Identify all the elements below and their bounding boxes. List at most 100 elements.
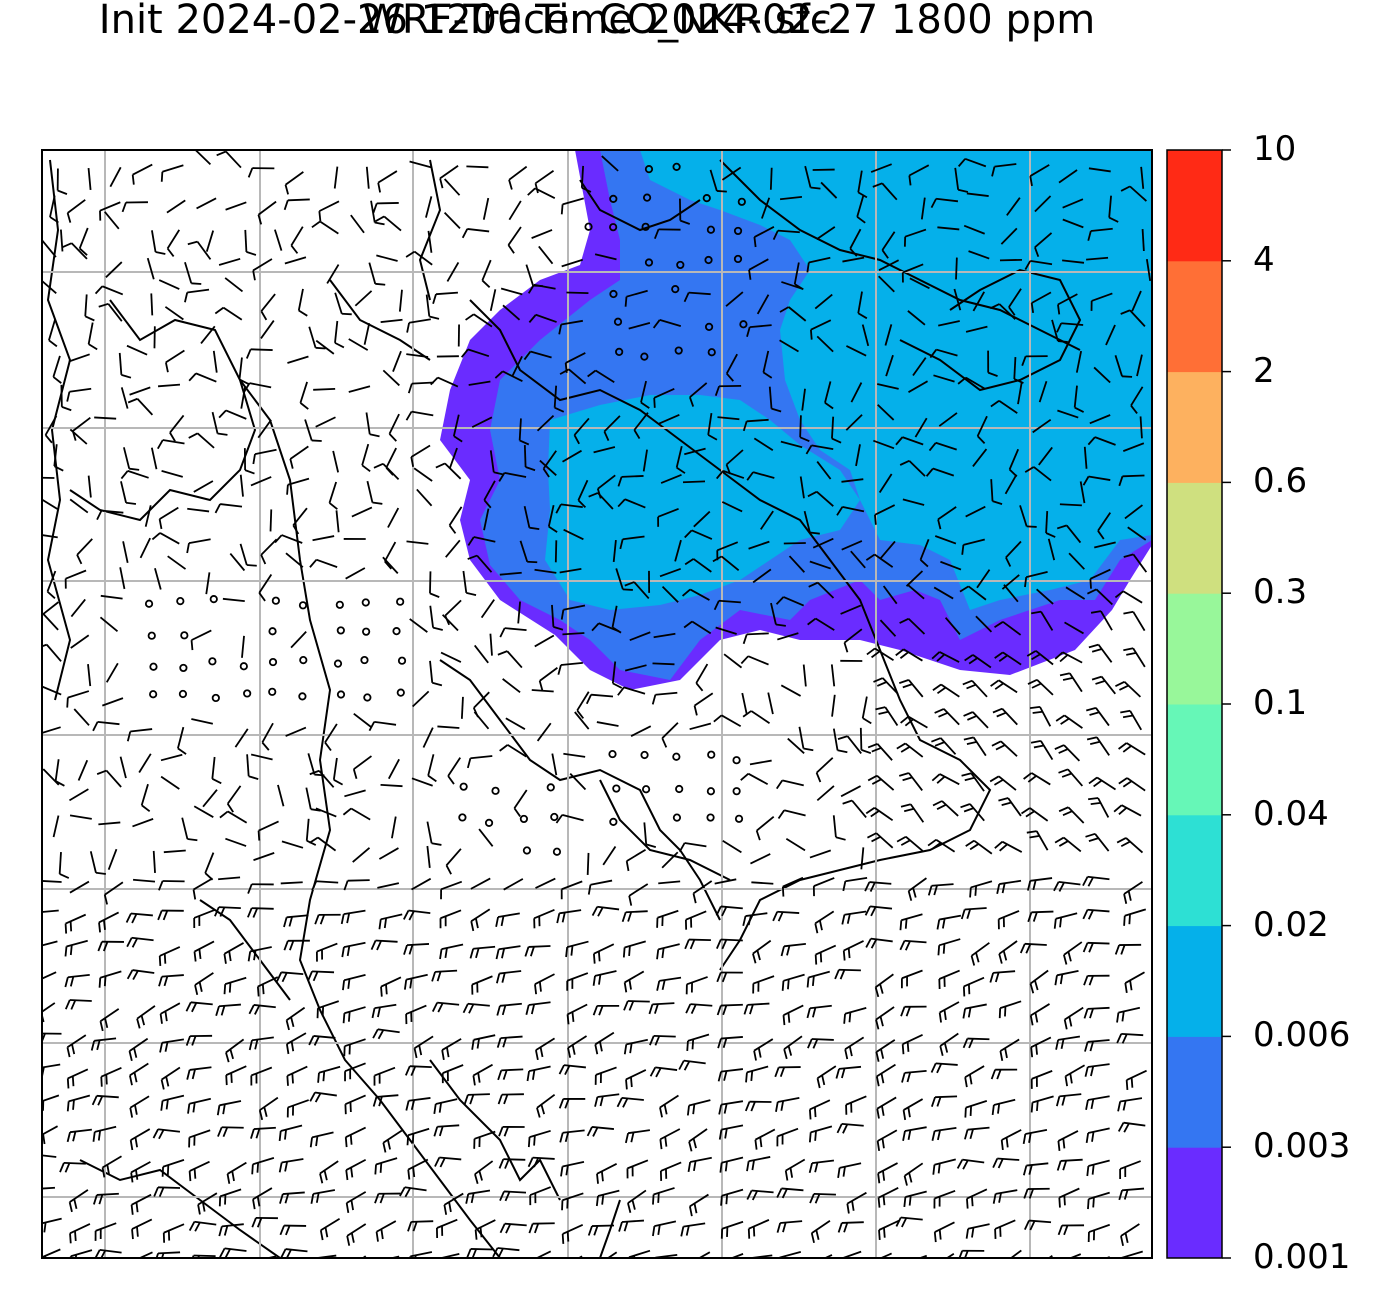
wind-barb-flag	[222, 1127, 229, 1138]
wind-barb-flag	[231, 1170, 235, 1182]
wind-barb-staff	[239, 474, 244, 497]
wind-barb-flag	[781, 980, 785, 991]
wind-barb-flag	[867, 774, 878, 782]
wind-barb-flag	[184, 292, 189, 303]
colorbar-tick-label: 0.02	[1253, 904, 1329, 945]
wind-barb-staff	[999, 1000, 1022, 1009]
wind-barb-flag	[713, 714, 723, 723]
wind-barb-flag	[319, 1230, 324, 1241]
wind-barb-staff	[1038, 380, 1048, 403]
wind-barb-staff	[1000, 740, 1018, 757]
wind-barb-flag	[260, 310, 268, 321]
wind-barb-staff	[476, 554, 493, 573]
wind-barb-staff	[1029, 807, 1049, 822]
wind-barb-staff	[597, 905, 620, 911]
wind-barb-flag	[821, 1075, 826, 1086]
wind-barb-staff	[307, 753, 316, 775]
wind-barb-staff	[69, 999, 92, 1002]
wind-barb-staff	[189, 1097, 212, 1105]
calm-wind-marker	[361, 598, 370, 607]
wind-barb-staff	[42, 1125, 59, 1136]
wind-barb-staff	[67, 1068, 89, 1080]
wind-barb-flag	[683, 1060, 691, 1071]
wind-barb-staff	[935, 197, 959, 203]
wind-barb-staff	[1119, 1160, 1141, 1170]
wind-barb-flag	[1025, 810, 1035, 818]
wind-barb-staff	[809, 849, 832, 859]
wind-barb-flag	[431, 1002, 439, 1012]
calm-wind-marker	[149, 662, 158, 671]
wind-barb-flag	[42, 1134, 46, 1145]
wind-barb-flag	[152, 1128, 159, 1139]
wind-barb-staff	[119, 756, 127, 779]
wind-barb-staff	[591, 1126, 615, 1130]
wind-barb-flag	[941, 918, 946, 929]
wind-barb-staff	[473, 1034, 496, 1041]
wind-barb-staff	[225, 837, 247, 847]
wind-barb-staff	[131, 1218, 153, 1230]
wind-barb-staff	[1036, 679, 1054, 696]
wind-barb-staff	[643, 822, 648, 845]
wind-barb-flag	[870, 938, 878, 949]
wind-barb-staff	[48, 318, 57, 341]
wind-barb-staff	[385, 447, 397, 469]
wind-barb-staff	[597, 492, 614, 510]
wind-barb-flag	[505, 1223, 512, 1234]
wind-barb-staff	[715, 626, 737, 635]
wind-barb-staff	[130, 1161, 151, 1174]
wind-barb-flag	[808, 1109, 812, 1120]
wind-barb-flag	[571, 1044, 576, 1055]
wind-barb-flag	[445, 864, 452, 875]
wind-barb-flag	[568, 1265, 570, 1275]
wind-barb-flag	[908, 175, 912, 186]
wind-barb-flag	[1116, 837, 1127, 844]
wind-barb-flag	[993, 778, 1004, 786]
wind-barb-flag	[880, 1073, 885, 1084]
wind-barb-staff	[1062, 198, 1084, 209]
wind-barb-staff	[817, 1065, 837, 1079]
wind-barb-staff	[499, 1002, 522, 1007]
wind-barb-flag	[1082, 909, 1089, 920]
wind-barb-flag	[749, 1004, 754, 1015]
wind-barb-staff	[830, 664, 836, 687]
wind-barb-flag	[876, 681, 887, 687]
wind-barb-flag	[540, 1104, 546, 1115]
wind-barb-flag	[504, 1191, 511, 1202]
wind-barb-flag	[211, 778, 222, 785]
wind-barb-flag	[319, 914, 325, 925]
wind-barb-staff	[934, 1158, 956, 1166]
wind-barb-staff	[60, 229, 64, 252]
wind-barb-flag	[106, 1164, 110, 1175]
wind-barb-flag	[622, 1097, 629, 1108]
wind-barb-staff	[1055, 912, 1078, 920]
wind-barb-flag	[315, 1135, 319, 1147]
wind-barb-flag	[439, 948, 443, 960]
wind-barb-flag	[468, 1003, 475, 1014]
wind-barb-staff	[597, 1093, 620, 1098]
wind-barb-staff	[312, 970, 335, 974]
wind-barb-flag	[469, 1094, 475, 1105]
wind-barb-flag	[844, 1049, 849, 1060]
wind-barb-flag	[776, 1188, 783, 1198]
wind-barb-staff	[627, 1000, 650, 1003]
wind-barb-staff	[1051, 319, 1059, 342]
wind-barb-staff	[1079, 481, 1086, 504]
wind-barb-flag	[932, 683, 942, 691]
wind-barb-flag	[35, 947, 36, 957]
wind-barb-staff	[876, 1063, 896, 1078]
wind-barb-staff	[42, 685, 62, 696]
wind-barb-staff	[811, 1159, 835, 1165]
wind-barb-staff	[73, 708, 90, 726]
wind-barb-staff	[154, 568, 162, 590]
wind-barb-flag	[96, 1039, 101, 1051]
wind-barb-staff	[967, 1126, 990, 1131]
calm-wind-marker	[732, 756, 741, 765]
wind-barb-staff	[447, 757, 462, 777]
calm-wind-marker	[584, 222, 593, 231]
wind-barb-staff	[970, 880, 993, 889]
wind-barb-staff	[219, 1188, 242, 1198]
wind-barb-staff	[820, 181, 838, 199]
wind-barb-flag	[992, 1158, 999, 1168]
wind-barb-flag	[1090, 1098, 1095, 1110]
wind-barb-flag	[718, 1129, 723, 1140]
